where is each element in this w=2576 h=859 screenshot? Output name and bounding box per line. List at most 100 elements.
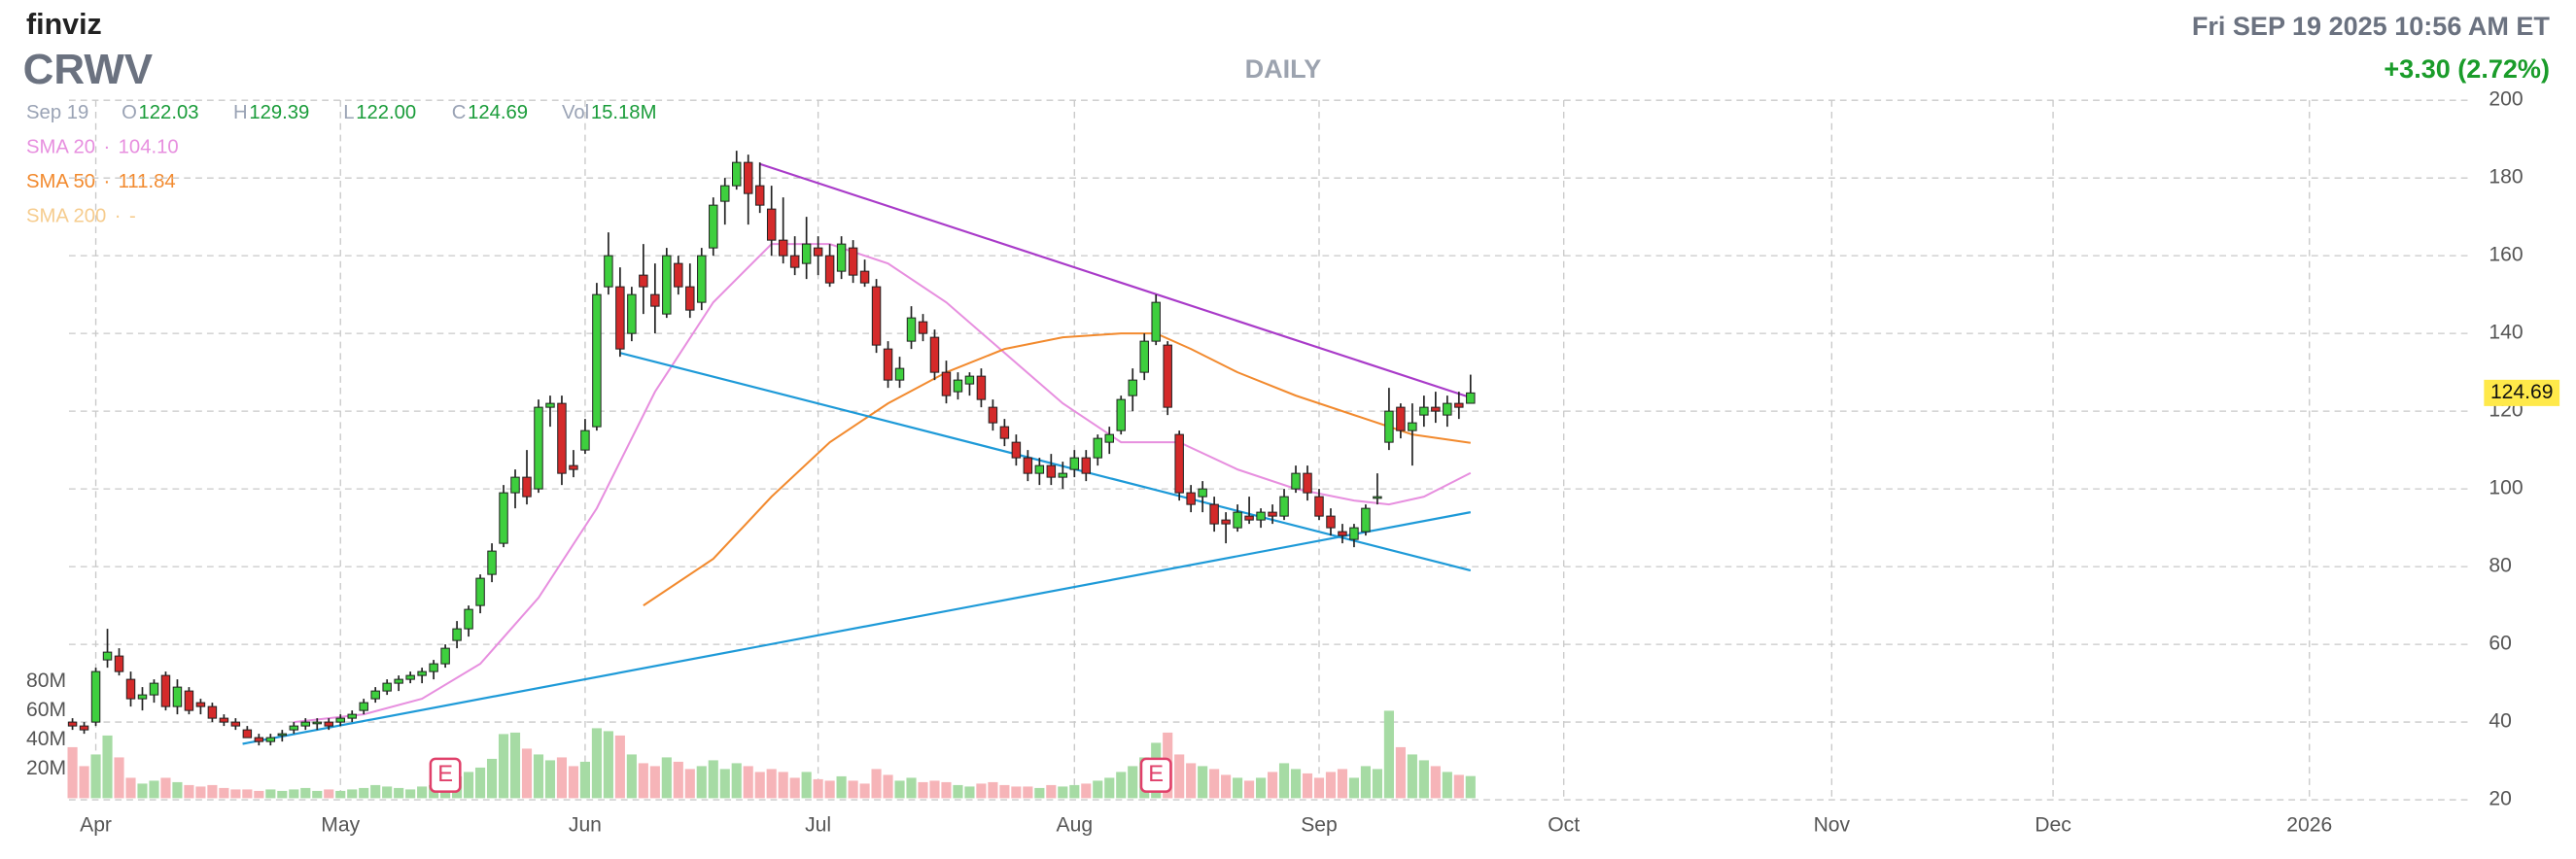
volume-bar: [417, 786, 428, 799]
volume-bar: [265, 789, 276, 799]
volume-bar: [789, 777, 800, 799]
candle-body: [265, 737, 276, 742]
volume-bar: [591, 728, 602, 799]
volume-bar: [894, 780, 905, 799]
volume-bar: [801, 772, 812, 799]
candle-body: [90, 670, 101, 723]
volume-bar: [1093, 780, 1103, 799]
candle-body: [312, 721, 322, 725]
earnings-marker: [1139, 757, 1172, 793]
volume-bar: [125, 777, 136, 799]
volume-bar: [254, 790, 264, 799]
legend-value: 124.69: [468, 102, 528, 123]
candle-body: [709, 204, 718, 249]
volume-bar: [1302, 773, 1313, 799]
candle-body: [697, 255, 707, 303]
moving-average: [294, 243, 1472, 724]
interval[interactable]: DAILY: [1245, 54, 1322, 84]
candle-body: [976, 375, 987, 400]
candle-body: [1151, 301, 1161, 342]
volume-bar: [1023, 786, 1033, 799]
volume-bar: [1174, 754, 1185, 799]
volume-tick-label: 60M: [26, 699, 66, 721]
volume-bar: [90, 754, 101, 799]
candle-body: [848, 247, 858, 276]
volume-bar: [859, 783, 870, 799]
volume-bar: [335, 790, 346, 799]
volume-bar: [614, 735, 625, 799]
candle-body: [1291, 472, 1301, 490]
candle-body: [569, 464, 578, 470]
candle-body: [1384, 410, 1394, 443]
volume-bar: [824, 780, 835, 799]
candle-body: [941, 371, 952, 396]
candle-body: [370, 690, 380, 700]
y-tick-label: 200: [2489, 88, 2523, 111]
earnings-marker: [429, 757, 462, 793]
candle-body: [1268, 511, 1277, 517]
candle-body: [580, 430, 590, 451]
volume-bar: [114, 757, 124, 799]
legend-key: H: [233, 102, 248, 123]
volume-bar: [1430, 766, 1441, 799]
candle-body: [534, 406, 543, 490]
volume-bar: [1104, 777, 1115, 799]
x-tick-label: Oct: [1548, 814, 1580, 837]
volume-bar: [673, 761, 683, 799]
volume-bar: [778, 772, 788, 799]
legend-key: L: [343, 102, 354, 123]
volume-bar: [1395, 746, 1406, 799]
candle-body: [172, 686, 183, 707]
volume-bar: [603, 731, 613, 799]
candle-body: [1209, 503, 1219, 525]
candle-body: [778, 239, 788, 257]
candle-body: [1221, 519, 1231, 525]
volume-bar: [1465, 775, 1476, 799]
sma-legend-name: SMA 200: [26, 205, 106, 226]
volume-bar: [509, 732, 521, 799]
volume-bar: [67, 746, 78, 799]
candle-body: [242, 729, 253, 739]
x-tick-label: May: [321, 814, 360, 837]
volume-bar: [1267, 772, 1278, 799]
candle-body: [1011, 441, 1022, 459]
candle-body: [883, 348, 893, 381]
candle-body: [1408, 422, 1417, 431]
candle-body: [440, 647, 450, 665]
sma-legend-separator: ·: [115, 205, 122, 226]
candle-body: [125, 678, 136, 700]
brand[interactable]: finviz: [26, 8, 102, 41]
volume-bar: [1255, 777, 1267, 799]
volume-bar: [1198, 766, 1208, 799]
candle-body: [79, 725, 89, 731]
volume-bar: [579, 761, 590, 799]
candle-body: [382, 682, 392, 692]
candle-body: [953, 379, 963, 393]
volume-bar: [1128, 766, 1138, 799]
candle-body: [627, 293, 637, 334]
candle-body: [1349, 527, 1359, 540]
candle-body: [766, 208, 777, 241]
ticker: CRWV: [23, 46, 153, 93]
volume-bar: [474, 767, 486, 799]
candle-body: [1454, 402, 1464, 408]
volume-bar: [312, 790, 323, 799]
volume-bar: [347, 789, 358, 799]
candle-body: [137, 694, 148, 700]
candle-body: [988, 406, 998, 424]
candle-body: [289, 725, 299, 731]
candle-body: [789, 255, 800, 268]
volume-bar: [906, 777, 917, 799]
candle-body: [1373, 496, 1382, 499]
volume-bar: [719, 769, 730, 799]
candle-body: [615, 286, 625, 350]
volume-bar: [79, 766, 89, 799]
sma-legend-separator: ·: [103, 171, 110, 192]
sma-legend-value: 104.10: [119, 137, 179, 158]
volume-bar: [1186, 763, 1197, 799]
price-change: +3.30 (2.72%): [2384, 54, 2550, 84]
volume-bar: [743, 766, 753, 799]
earnings-label: E: [437, 762, 453, 787]
